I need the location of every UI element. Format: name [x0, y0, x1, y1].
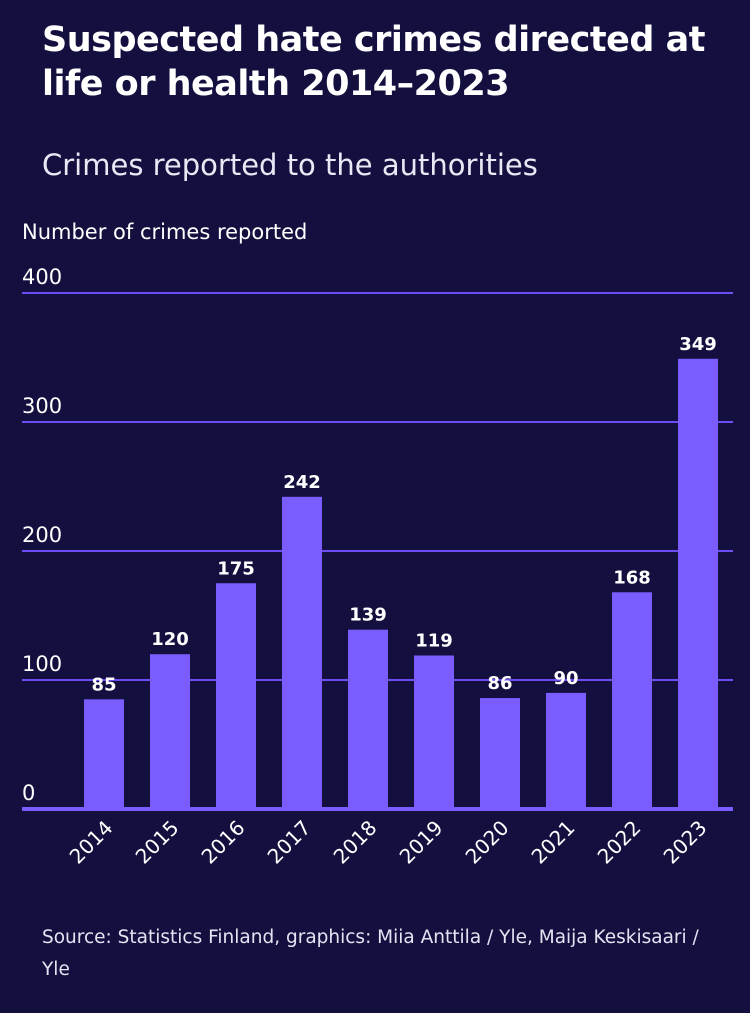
- data-label: 349: [679, 334, 717, 355]
- page-subtitle: Crimes reported to the authorities: [42, 148, 538, 182]
- bar: [678, 358, 718, 809]
- data-label: 120: [151, 629, 189, 650]
- source-note: Source: Statistics Finland, graphics: Mi…: [42, 927, 699, 980]
- x-tick-label: 2020: [461, 816, 514, 869]
- data-label: 86: [487, 673, 512, 694]
- y-tick-label: 100: [22, 652, 62, 676]
- data-label: 90: [553, 668, 578, 689]
- bar: [282, 496, 322, 809]
- bar: [150, 654, 190, 809]
- y-axis-label: Number of crimes reported: [22, 220, 307, 244]
- data-label: 175: [217, 558, 255, 579]
- bar: [348, 629, 388, 809]
- x-tick-label: 2022: [593, 816, 646, 869]
- data-label: 119: [415, 630, 453, 651]
- x-tick-label: 2023: [659, 816, 712, 869]
- bar: [414, 655, 454, 809]
- chart-area: Number of crimes reported 0 100 200 300 400 8…: [0, 200, 750, 900]
- data-label: 139: [349, 605, 387, 626]
- bar: [84, 699, 124, 809]
- y-tick-label: 0: [22, 781, 35, 805]
- x-tick-label: 2018: [329, 816, 382, 869]
- bar: [480, 698, 520, 809]
- data-label: 85: [91, 674, 116, 695]
- y-tick-label: 400: [22, 265, 62, 289]
- y-tick-label: 300: [22, 394, 62, 418]
- page-title: Suspected hate crimes directed at life o…: [42, 20, 705, 104]
- x-tick-label: 2016: [197, 816, 250, 869]
- bar: [546, 692, 586, 809]
- data-label: 168: [613, 567, 651, 588]
- bar: [612, 592, 652, 809]
- x-tick-label: 2019: [395, 816, 448, 869]
- x-tick-label: 2017: [263, 816, 316, 869]
- x-tick-label: 2015: [131, 816, 184, 869]
- data-label: 242: [283, 472, 321, 493]
- x-tick-label: 2021: [527, 816, 580, 869]
- bar-chart: Number of crimes reported 0 100 200 300 400 8…: [22, 220, 733, 869]
- y-tick-label: 200: [22, 523, 62, 547]
- bar: [216, 583, 256, 809]
- x-tick-label: 2014: [65, 816, 118, 869]
